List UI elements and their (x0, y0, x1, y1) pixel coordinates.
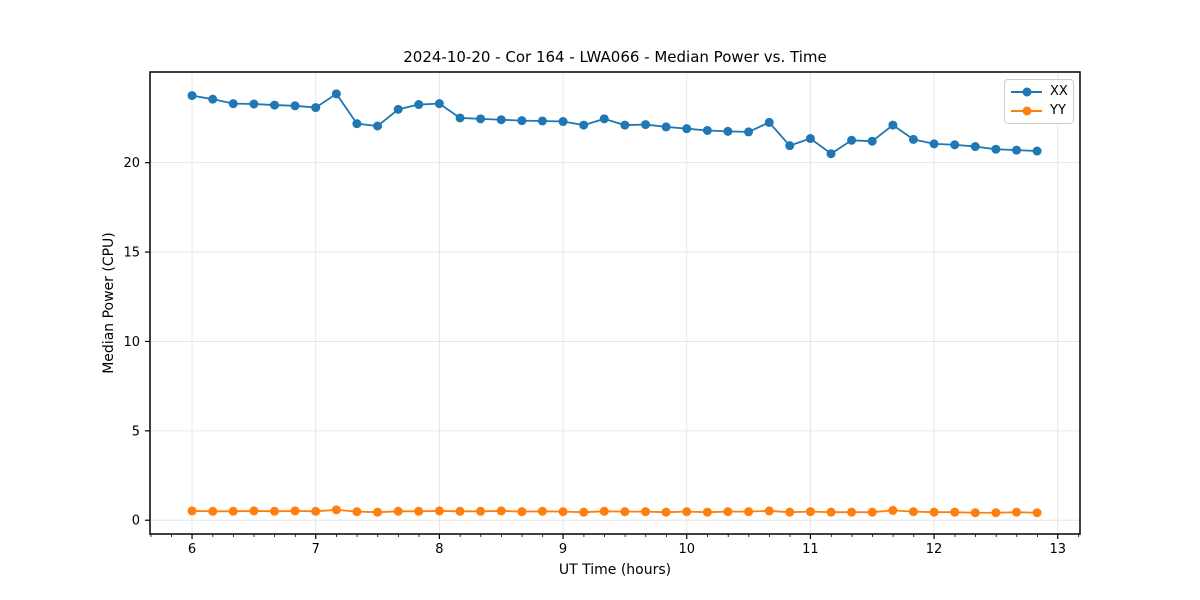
legend-label-yy: YY (1050, 102, 1066, 118)
legend-item-xx: XX (1011, 84, 1069, 100)
plot-frame (149, 71, 1081, 535)
legend-line-sample-xx (1011, 87, 1042, 97)
series-YY-markers (187, 505, 1042, 518)
legend: XX YY (1004, 79, 1074, 124)
y-tick-labels: 0 5 10 15 20 (123, 156, 140, 529)
svg-text:7: 7 (312, 542, 320, 557)
svg-text:5: 5 (132, 424, 140, 439)
legend-label-xx: XX (1050, 84, 1068, 100)
legend-marker-xx (1022, 87, 1031, 97)
svg-text:8: 8 (435, 542, 443, 557)
svg-text:13: 13 (1049, 542, 1066, 557)
x-axis-minor-ticks (150, 534, 1080, 537)
svg-text:10: 10 (678, 542, 695, 557)
svg-text:15: 15 (123, 246, 140, 261)
series-XX-markers (187, 89, 1042, 159)
svg-text:11: 11 (802, 542, 819, 557)
svg-text:6: 6 (188, 542, 196, 557)
svg-text:0: 0 (132, 514, 140, 529)
grid (150, 72, 1080, 534)
x-axis-label: UT Time (hours) (558, 562, 672, 578)
legend-marker-yy (1022, 106, 1031, 116)
axis-major-ticks (145, 162, 1059, 539)
series-XX-line (191, 92, 1038, 155)
x-tick-labels: 6 7 8 9 10 11 12 13 (188, 542, 1066, 557)
y-axis-label: Median Power (CPU) (101, 232, 117, 374)
svg-text:12: 12 (926, 542, 943, 557)
svg-text:10: 10 (123, 335, 140, 350)
svg-text:9: 9 (559, 542, 567, 557)
legend-line-sample-yy (1011, 106, 1042, 116)
legend-item-yy: YY (1011, 103, 1069, 119)
svg-text:20: 20 (123, 156, 140, 171)
chart-title: 2024-10-20 - Cor 164 - LWA066 - Median P… (403, 48, 827, 66)
